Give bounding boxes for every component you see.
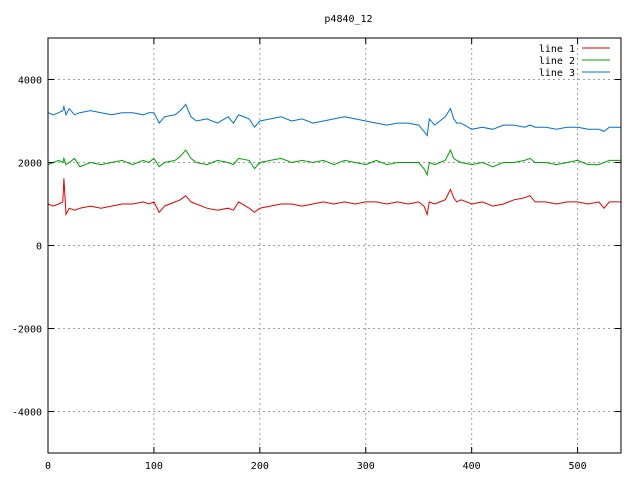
series-layer	[47, 103, 621, 217]
x-tick-label: 100	[145, 461, 163, 472]
legend-label-3: line 3	[539, 68, 575, 79]
series-line-1	[47, 178, 621, 217]
x-tick-label: 300	[357, 461, 375, 472]
y-tick-label: 4000	[18, 76, 42, 87]
x-tick-label: 400	[463, 461, 481, 472]
axis-ticks: 0 100 200 300 400 500 -4000 -2000 0 2000 4000	[12, 38, 621, 472]
y-tick-label: -2000	[12, 325, 42, 336]
series-line-3	[47, 103, 621, 137]
legend-label-1: line 1	[539, 44, 575, 55]
legend-label-2: line 2	[539, 56, 575, 67]
y-tick-label: 2000	[18, 159, 42, 170]
chart-title: p4840_12	[324, 14, 372, 25]
plot-frame	[47, 37, 622, 454]
series-line-2	[47, 148, 621, 177]
grid-lines	[48, 38, 621, 453]
x-tick-label: 0	[45, 461, 51, 472]
y-tick-label: -4000	[12, 408, 42, 419]
y-tick-label: 0	[36, 242, 42, 253]
x-tick-label: 200	[251, 461, 269, 472]
x-tick-label: 500	[569, 461, 587, 472]
